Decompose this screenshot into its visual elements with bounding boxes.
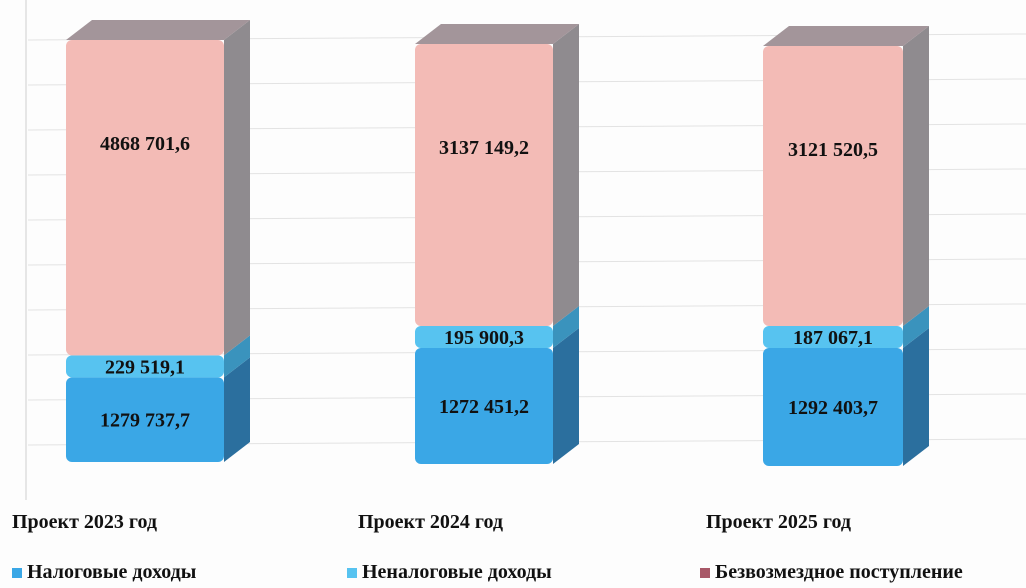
bar-0-1 [415,347,553,464]
legend-label-grants: Безвозмездное поступление [715,561,963,583]
category-label-2024: Проект 2024 год [358,511,504,533]
legend-item-nontax: Неналоговые доходы [347,561,552,584]
data-label-2-2: 3121 520,5 [788,139,878,161]
bar-1-0 [66,355,224,378]
legend-swatch-tax [12,567,22,578]
data-label-0-2: 1292 403,7 [788,397,878,419]
data-label-1-0: 229 519,1 [105,356,185,378]
category-label-2025: Проект 2025 год [706,511,852,533]
legend-swatch-nontax [347,567,357,578]
legend-item-tax: Налоговые доходы [12,561,196,584]
bar-2-1 [415,44,553,326]
data-label-0-1: 1272 451,2 [439,396,529,418]
data-label-1-2: 187 067,1 [793,327,873,349]
bar-top-2-1 [415,24,579,44]
bar-0-2 [763,348,903,466]
bar-side-0-0 [224,357,250,462]
legend-label-tax: Налоговые доходы [27,561,197,583]
bar-side-2-0 [224,20,250,356]
legend-item-grants: Безвозмездное поступление [700,561,963,584]
bar-side-2-2 [903,26,929,327]
bar-side-1-0 [224,335,250,378]
bar-top-2-2 [763,26,929,46]
bar-side-0-1 [553,327,579,464]
bar-2-0 [66,40,224,356]
data-label-0-0: 1279 737,7 [100,410,190,432]
bar-2-2 [763,46,903,327]
bar-1-2 [763,326,903,349]
bar-side-1-2 [903,306,929,349]
stacked-bar-chart: 1279 737,7 229 519,1 4868 701,6 1272 451,2 1… [25,0,1026,500]
bar-1-1 [415,325,553,348]
bar-0-0 [66,377,224,462]
bar-side-0-2 [903,328,929,466]
bar-side-1-1 [553,305,579,348]
category-label-2023: Проект 2023 год [12,511,158,533]
bar-top-2-0 [66,20,250,40]
data-label-1-1: 195 900,3 [444,327,524,349]
data-label-2-1: 3137 149,2 [439,137,529,159]
legend-label-nontax: Неналоговые доходы [362,561,552,583]
data-label-2-0: 4868 701,6 [100,133,190,155]
legend-swatch-grants [700,567,710,578]
bar-side-2-1 [553,24,579,326]
